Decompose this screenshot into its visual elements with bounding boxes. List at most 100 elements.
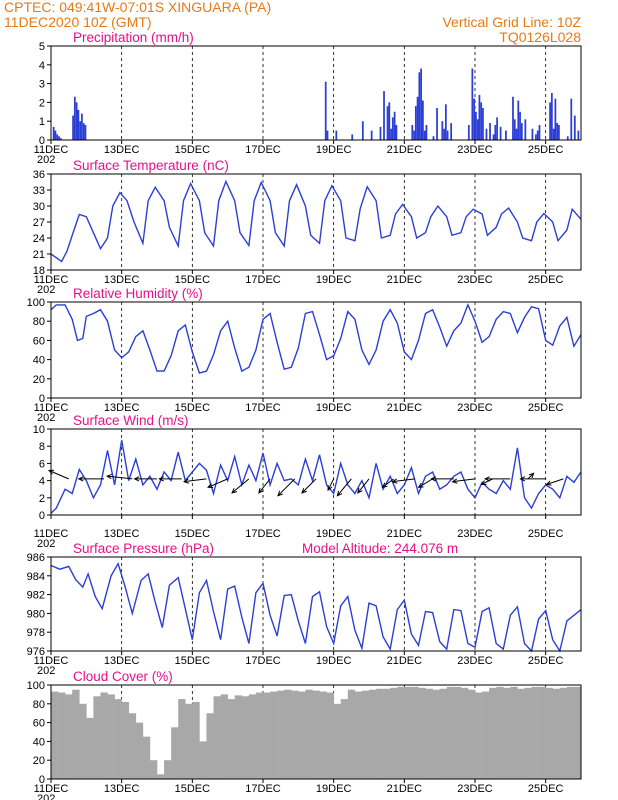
y-tick-label: 0 bbox=[39, 393, 45, 405]
cloud-bar bbox=[467, 689, 476, 779]
wind-arrow-head bbox=[277, 490, 283, 497]
precip-bar bbox=[72, 115, 74, 140]
header-run-date: 11DEC2020 10Z (GMT) bbox=[4, 14, 152, 30]
x-tick-label: 15DEC bbox=[175, 274, 211, 286]
cloud-bar bbox=[199, 741, 207, 779]
y-tick-label: 21 bbox=[33, 249, 45, 261]
cloud-bar bbox=[369, 689, 377, 779]
precip-bar bbox=[395, 124, 398, 140]
y-tick-label: 0 bbox=[39, 774, 45, 786]
series-line bbox=[50, 440, 582, 514]
cloud-bar bbox=[121, 701, 130, 779]
x-tick-label: 21DEC bbox=[387, 402, 423, 414]
x-tick-label: 19DEC bbox=[316, 144, 352, 156]
cloud-bar bbox=[333, 703, 342, 779]
header-model-id: TQ0126L028 bbox=[499, 29, 581, 45]
cloud-bar bbox=[79, 703, 87, 779]
cloud-bar bbox=[545, 687, 554, 779]
cloud-bar bbox=[213, 696, 221, 779]
x-tick-label: 19DEC bbox=[316, 402, 352, 414]
cloud-bar bbox=[93, 696, 101, 779]
x-tick-label: 17DEC bbox=[245, 144, 281, 156]
precip-bar bbox=[475, 111, 477, 140]
cloud-bar bbox=[566, 686, 575, 779]
precip-bar bbox=[446, 130, 449, 140]
precip-bar bbox=[418, 72, 421, 140]
precip-bar bbox=[432, 136, 435, 140]
wind-arrow-head bbox=[77, 476, 84, 482]
wind-arrow-head bbox=[158, 476, 165, 482]
header-grid-note: Vertical Grid Line: 10Z bbox=[442, 14, 581, 30]
cloud-bar bbox=[404, 686, 412, 779]
y-tick-label: 60 bbox=[33, 718, 45, 730]
y-tick-label: 5 bbox=[39, 41, 45, 53]
year-fragment: 202 bbox=[37, 793, 55, 800]
precip-bar bbox=[577, 130, 580, 140]
cloud-bar bbox=[227, 699, 236, 779]
precip-bar bbox=[494, 124, 497, 140]
wind-arrow-head bbox=[480, 480, 487, 485]
x-tick-label: 21DEC bbox=[387, 528, 423, 540]
precip-bar bbox=[324, 81, 327, 140]
x-tick-label: 25DEC bbox=[528, 144, 564, 156]
cloud-bar bbox=[552, 688, 561, 779]
precip-bar bbox=[549, 102, 551, 140]
y-tick-label: 978 bbox=[27, 627, 45, 639]
y-tick-label: 80 bbox=[33, 699, 45, 711]
precip-bar bbox=[383, 91, 385, 140]
precip-bar bbox=[56, 134, 59, 140]
y-tick-label: 986 bbox=[27, 552, 45, 564]
precip-bar bbox=[556, 123, 559, 140]
cloud-bar bbox=[347, 689, 356, 779]
x-tick-label: 17DEC bbox=[245, 402, 281, 414]
cloud-bar bbox=[86, 717, 94, 779]
y-tick-label: 36 bbox=[33, 169, 45, 181]
wind-arrow bbox=[392, 478, 415, 483]
year-fragment: 202 bbox=[37, 665, 55, 677]
x-tick-label: 19DEC bbox=[316, 274, 352, 286]
precip-bar bbox=[513, 119, 516, 140]
y-tick-label: 4 bbox=[39, 476, 45, 488]
precip-bar bbox=[444, 104, 447, 140]
wind-arrow-head bbox=[301, 487, 307, 494]
panel-title: Surface Wind (m/s) bbox=[73, 413, 189, 428]
cloud-bar bbox=[58, 692, 66, 779]
cloud-bar bbox=[312, 690, 320, 779]
cloud-bar bbox=[178, 699, 186, 779]
x-tick-label: 21DEC bbox=[387, 783, 423, 795]
x-tick-label: 15DEC bbox=[175, 783, 211, 795]
y-tick-label: 24 bbox=[33, 233, 45, 245]
panel-annotation: Model Altitude: 244.076 m bbox=[302, 541, 458, 556]
precip-bar bbox=[386, 106, 389, 140]
precip-bar bbox=[436, 108, 438, 140]
cloud-bar bbox=[157, 774, 165, 779]
precip-bar bbox=[476, 119, 479, 140]
y-tick-label: 10 bbox=[33, 424, 45, 436]
precip-bar bbox=[554, 98, 557, 140]
cloud-bar bbox=[298, 691, 306, 779]
x-tick-label: 25DEC bbox=[528, 402, 564, 414]
y-tick-label: 40 bbox=[33, 355, 45, 367]
y-tick-label: 20 bbox=[33, 374, 45, 386]
precip-bar bbox=[370, 130, 373, 140]
precip-bar bbox=[391, 117, 394, 140]
x-tick-label: 11DEC bbox=[34, 274, 69, 286]
year-fragment: 202 bbox=[37, 538, 55, 550]
wind-arrow bbox=[258, 478, 271, 494]
panel-humidity: 0 20 40 60 80 100 11DEC 13DEC 15DEC 17DEC 19DEC 21D… bbox=[27, 286, 582, 424]
precip-bar bbox=[499, 126, 502, 140]
x-tick-label: 13DEC bbox=[104, 402, 140, 414]
y-tick-label: 27 bbox=[33, 217, 45, 229]
cloud-bar bbox=[460, 687, 469, 779]
wind-arrow bbox=[231, 478, 250, 494]
wind-arrow bbox=[546, 478, 564, 485]
wind-arrow-head bbox=[483, 476, 490, 482]
y-tick-label: 984 bbox=[27, 571, 45, 583]
series-line bbox=[50, 303, 582, 374]
wind-arrow-head bbox=[528, 472, 535, 479]
precip-bar bbox=[77, 109, 80, 140]
precip-bar bbox=[82, 123, 85, 140]
cloud-bar bbox=[531, 686, 539, 779]
precip-bar bbox=[552, 128, 555, 140]
y-tick-label: 2 bbox=[39, 493, 45, 505]
